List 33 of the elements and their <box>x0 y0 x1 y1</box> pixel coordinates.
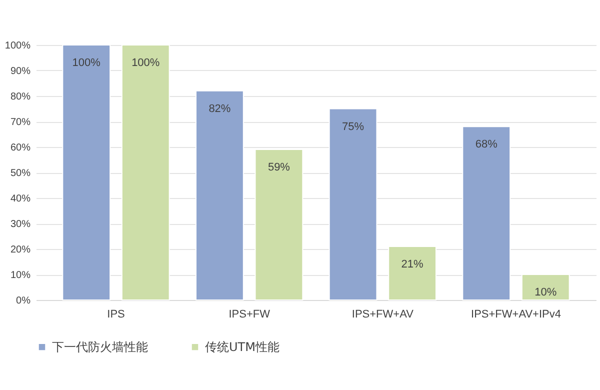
x-tick-label: IPS+FW+AV+IPv4 <box>471 308 561 320</box>
bar <box>328 108 378 300</box>
bar <box>121 44 170 300</box>
y-tick-label: 20% <box>10 244 31 256</box>
y-tick-label: 70% <box>10 117 31 128</box>
bar <box>196 90 244 300</box>
y-tick-label: 10% <box>10 270 31 281</box>
y-tick-label: 40% <box>10 194 31 204</box>
data-label: 59% <box>268 162 290 174</box>
legend-label: 下一代防火墙性能 <box>52 340 148 354</box>
bar <box>462 126 511 300</box>
y-tick-label: 90% <box>10 66 31 77</box>
bar <box>62 44 111 300</box>
y-tick-label: 100% <box>4 40 31 52</box>
data-label: 100% <box>132 57 160 69</box>
data-label: 82% <box>208 102 231 115</box>
bar <box>254 149 304 300</box>
data-label: 75% <box>342 120 364 133</box>
x-tick-label: IPS+FW <box>228 308 271 320</box>
y-tick-label: 0% <box>16 296 31 306</box>
legend-label: 传统UTM性能 <box>205 340 280 354</box>
x-tick-label: IPS+FW+AV <box>352 308 414 320</box>
y-tick-label: 30% <box>10 219 31 230</box>
y-tick-label: 60% <box>10 142 31 154</box>
data-label: 100% <box>72 57 101 69</box>
data-label: 10% <box>534 286 557 298</box>
bar <box>521 274 570 300</box>
data-label: 68% <box>475 138 498 151</box>
x-tick-label: IPS <box>107 308 125 320</box>
y-tick-label: 50% <box>10 168 31 179</box>
y-tick-label: 80% <box>10 92 31 102</box>
bar <box>388 246 436 300</box>
data-label: 21% <box>401 258 424 270</box>
